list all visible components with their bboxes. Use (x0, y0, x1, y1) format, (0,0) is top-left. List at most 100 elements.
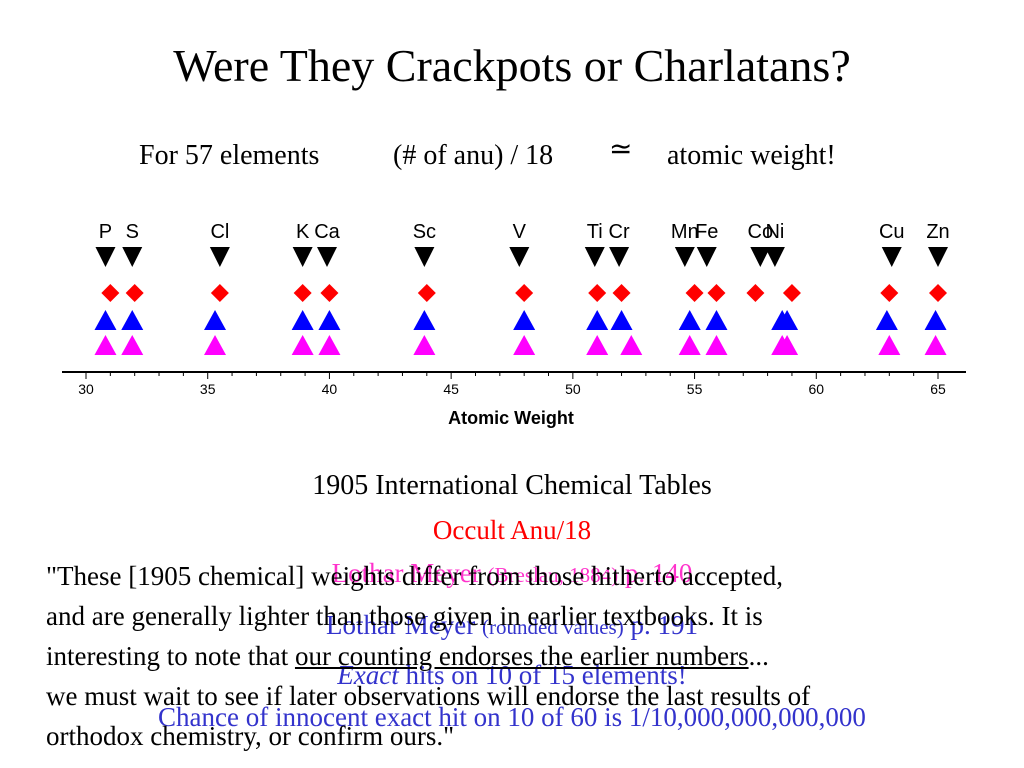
legend-meyer-rounded-note: (rounded values) (481, 615, 624, 639)
meyer-1884-triangle-mark (620, 335, 643, 355)
occult-diamond-mark (101, 284, 120, 302)
meyer-1884-triangle-mark (678, 335, 701, 355)
legend-meyer-1884-page: p. 140 (624, 558, 693, 588)
element-label: K (296, 221, 310, 243)
x-tick-label: 65 (930, 381, 946, 397)
element-label: V (513, 221, 527, 243)
occult-diamond-mark (293, 284, 312, 302)
meyer-1884-triangle-mark (513, 335, 536, 355)
anu-triangle-mark (764, 247, 785, 267)
meyer-rounded-triangle-mark (924, 310, 947, 330)
exact-hits-text: hits on 10 of 15 elements! (405, 660, 687, 690)
meyer-1884-triangle-mark (776, 335, 799, 355)
occult-diamond-mark (782, 284, 801, 302)
meyer-1884-triangle-mark (204, 335, 227, 355)
element-label: Sc (413, 221, 436, 243)
legend-occult: Occult Anu/18 (432, 515, 592, 545)
occult-diamond-mark (746, 284, 765, 302)
anu-triangle-mark (209, 247, 230, 267)
quote-line: and are generally lighter than those giv… (46, 601, 763, 631)
meyer-rounded-triangle-mark (94, 310, 117, 330)
occult-diamond-mark (417, 284, 436, 302)
formula-part-weight: atomic weight! (667, 140, 836, 171)
x-axis-ticks: 30 35 40 45 50 55 60 65 (78, 372, 946, 397)
element-label: Fe (695, 221, 718, 243)
meyer-rounded-triangle-mark (875, 310, 898, 330)
anu-triangle-mark (584, 247, 605, 267)
legend-meyer-1884: Lothar Meyer (Breslau, 1884) p. 140 (0, 556, 1024, 592)
element-label: S (126, 221, 139, 243)
anu-triangle-mark (316, 247, 337, 267)
legend-meyer-rounded-page: p. 191 (630, 610, 698, 640)
quote-text: ... (748, 641, 769, 671)
element-label: Ca (314, 221, 340, 243)
anu-triangle-mark (696, 247, 717, 267)
meyer-rounded-triangle-mark (513, 310, 536, 330)
meyer-rounded-triangle-mark (776, 310, 799, 330)
data-marks (94, 247, 948, 355)
occult-diamond-mark (929, 284, 947, 302)
meyer-1884-triangle-mark (705, 335, 728, 355)
anu-triangle-mark (509, 247, 530, 267)
formula-part-elements: For 57 elements (139, 140, 320, 171)
element-label: Cr (609, 221, 630, 243)
element-label: Ni (765, 221, 784, 243)
occult-diamond-mark (210, 284, 229, 302)
quote-underlined-text: our counting endorses the earlier number… (294, 641, 749, 671)
x-tick-label: 45 (443, 381, 459, 397)
occult-diamond-mark (588, 284, 607, 302)
meyer-rounded-triangle-mark (204, 310, 227, 330)
x-tick-label: 60 (808, 381, 824, 397)
anu-triangle-mark (750, 247, 771, 267)
quote-line: "These [1905 chemical] weights differ fr… (46, 561, 784, 591)
legend-meyer-1884-note: (Breslau, 1884) (487, 563, 619, 587)
element-label: Zn (926, 221, 949, 243)
anu-triangle-mark (881, 247, 902, 267)
quote-block: "These [1905 chemical] weights differ fr… (46, 556, 1021, 756)
meyer-1884-triangle-mark (291, 335, 314, 355)
meyer-rounded-triangle-mark (413, 310, 436, 330)
legend-exact-hits: Exact hits on 10 of 15 elements! (0, 658, 1024, 692)
element-label: Ti (587, 221, 603, 243)
element-label: Cl (210, 221, 229, 243)
quote-line: we must wait to see if later observation… (46, 681, 811, 711)
x-tick-label: 50 (565, 381, 581, 397)
occult-diamond-mark (320, 284, 339, 302)
legend-meyer-rounded: Lothar Meyer (rounded values) p. 191 (0, 608, 1024, 644)
quote-text: interesting to note that (46, 641, 295, 671)
element-label: Co (748, 221, 774, 243)
meyer-1884-triangle-mark (121, 335, 144, 355)
meyer-rounded-triangle-mark (318, 310, 341, 330)
anu-triangle-mark (95, 247, 116, 267)
meyer-1884-triangle-mark (413, 335, 436, 355)
meyer-rounded-triangle-mark (586, 310, 609, 330)
occult-diamond-mark (612, 284, 631, 302)
occult-diamond-mark (707, 284, 726, 302)
occult-diamond-mark (515, 284, 534, 302)
element-label: Cu (879, 221, 905, 243)
element-label: Mn (671, 221, 699, 243)
meyer-1884-triangle-mark (586, 335, 609, 355)
x-tick-label: 30 (78, 381, 94, 397)
meyer-rounded-triangle-mark (610, 310, 633, 330)
anu-triangle-mark (292, 247, 313, 267)
approx-equal-symbol: ≃ (609, 134, 633, 165)
occult-diamond-mark (125, 284, 144, 302)
anu-triangle-mark (414, 247, 435, 267)
x-tick-label: 55 (687, 381, 703, 397)
legend-chance: Chance of innocent exact hit on 10 of 60… (158, 702, 866, 732)
x-axis-label: Atomic Weight (448, 408, 574, 428)
anu-triangle-mark (674, 247, 695, 267)
occult-diamond-mark (685, 284, 704, 302)
quote-line: interesting to note that our counting en… (46, 636, 1021, 676)
meyer-rounded-triangle-mark (121, 310, 144, 330)
meyer-rounded-triangle-mark (678, 310, 701, 330)
anu-triangle-mark (122, 247, 143, 267)
x-tick-label: 40 (322, 381, 338, 397)
meyer-1884-triangle-mark (94, 335, 117, 355)
x-tick-label: 35 (200, 381, 216, 397)
legend-meyer-1884-main: Lothar Meyer (331, 558, 481, 588)
meyer-1884-triangle-mark (878, 335, 901, 355)
